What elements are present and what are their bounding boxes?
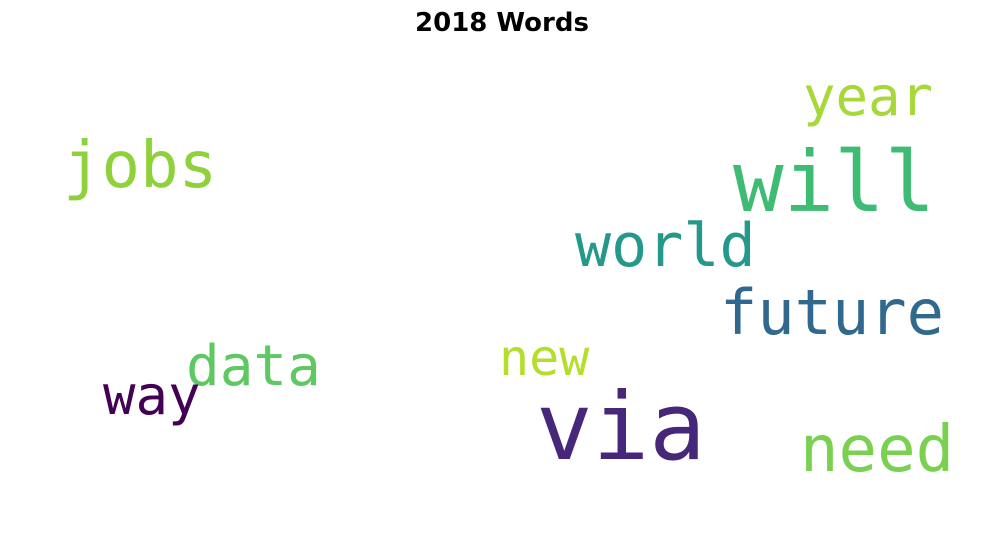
word-will: will — [733, 133, 936, 231]
word-new: new — [499, 329, 590, 387]
word-future: future — [720, 276, 944, 349]
word-year: year — [803, 65, 934, 128]
wordcloud-title: 2018 Words — [415, 8, 589, 38]
word-jobs: jobs — [63, 129, 218, 203]
word-need: need — [800, 413, 955, 487]
word-world: world — [575, 211, 756, 281]
word-data: data — [186, 334, 321, 399]
word-via: via — [536, 373, 706, 482]
word-way: way — [103, 364, 201, 427]
